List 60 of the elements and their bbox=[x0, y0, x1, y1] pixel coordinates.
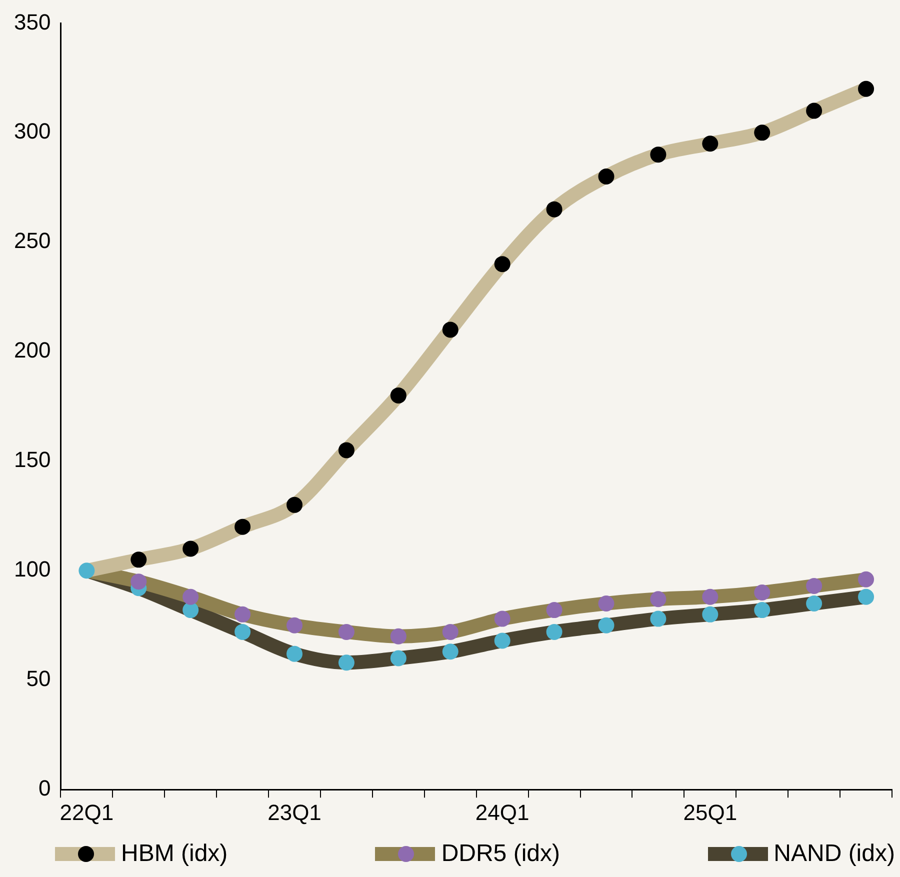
point bbox=[286, 646, 303, 662]
legend-label: NAND (idx) bbox=[774, 840, 895, 868]
point bbox=[338, 442, 354, 458]
point bbox=[286, 496, 303, 513]
point bbox=[130, 552, 147, 568]
point bbox=[754, 602, 770, 618]
point bbox=[494, 256, 510, 272]
x-tick-label: 24Q1 bbox=[475, 800, 530, 825]
point bbox=[390, 387, 406, 404]
point bbox=[806, 102, 822, 119]
point bbox=[234, 624, 251, 640]
point bbox=[858, 80, 874, 97]
y-tick-label: 200 bbox=[14, 338, 51, 363]
point bbox=[650, 610, 666, 627]
point bbox=[806, 578, 822, 594]
legend-label: DDR5 (idx) bbox=[441, 840, 560, 868]
x-tick-label: 22Q1 bbox=[60, 800, 114, 825]
point bbox=[546, 201, 562, 218]
point bbox=[650, 146, 666, 163]
point bbox=[234, 518, 251, 535]
point bbox=[494, 610, 510, 627]
point bbox=[546, 602, 562, 618]
y-tick-label: 100 bbox=[14, 556, 51, 582]
point bbox=[390, 650, 406, 666]
point bbox=[286, 617, 303, 634]
point bbox=[806, 595, 822, 612]
point bbox=[494, 632, 510, 649]
y-tick-label: 0 bbox=[38, 776, 51, 801]
x-tick-label: 25Q1 bbox=[683, 800, 738, 825]
point bbox=[442, 322, 458, 338]
point bbox=[182, 602, 199, 618]
y-tick-label: 350 bbox=[14, 9, 51, 34]
point bbox=[702, 606, 718, 622]
point bbox=[754, 584, 770, 601]
point bbox=[442, 624, 458, 640]
point bbox=[702, 136, 718, 152]
point bbox=[858, 571, 874, 588]
y-tick-label: 250 bbox=[14, 228, 51, 254]
point bbox=[234, 606, 251, 622]
point bbox=[598, 168, 614, 184]
point bbox=[546, 624, 562, 640]
point bbox=[442, 644, 458, 660]
point bbox=[754, 124, 770, 141]
x-tick-label: 23Q1 bbox=[268, 800, 322, 825]
point bbox=[338, 654, 354, 671]
y-tick-label: 150 bbox=[14, 447, 51, 472]
point bbox=[598, 617, 614, 634]
legend-label: HBM (idx) bbox=[121, 840, 228, 868]
point bbox=[598, 595, 614, 612]
y-tick-label: 300 bbox=[14, 118, 51, 144]
point bbox=[338, 624, 354, 640]
point bbox=[390, 628, 406, 644]
point bbox=[130, 574, 147, 590]
y-tick-label: 50 bbox=[26, 666, 51, 692]
point bbox=[858, 588, 874, 605]
point bbox=[182, 588, 199, 605]
point bbox=[702, 588, 718, 605]
point bbox=[78, 562, 95, 579]
point bbox=[182, 540, 199, 557]
point bbox=[650, 591, 666, 608]
